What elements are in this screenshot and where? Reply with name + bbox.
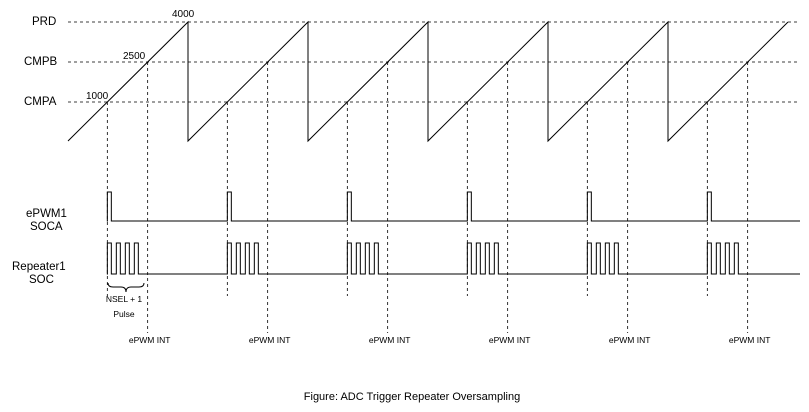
guide-lines — [68, 21, 800, 333]
nsel-brace — [107, 282, 145, 293]
soca-trace — [106, 191, 800, 222]
nsel-label-line2: Pulse — [113, 309, 135, 319]
epwm-int-label: ePWM INT — [249, 335, 291, 345]
cmpa-value-label: 1000 — [86, 91, 109, 102]
counter-sawtooth — [67, 20, 789, 143]
cmpb-label: CMPB — [24, 56, 58, 68]
soca-label-line1: ePWM1 — [26, 208, 67, 220]
cmpa-label: CMPA — [24, 96, 57, 108]
repeater-soc-trace — [106, 242, 800, 275]
nsel-label-line1: NSEL + 1 — [106, 294, 143, 304]
cmpb-value-label: 2500 — [123, 51, 146, 62]
waveforms — [67, 20, 800, 275]
repeater-label-line1: Repeater1 — [12, 261, 66, 273]
prd-value-label: 4000 — [172, 9, 195, 20]
figure-caption: Figure: ADC Trigger Repeater Oversamplin… — [304, 391, 520, 403]
repeater-label-line2: SOC — [29, 274, 54, 286]
soca-label-line2: SOCA — [30, 221, 63, 233]
epwm-int-label: ePWM INT — [489, 335, 531, 345]
epwm-int-label: ePWM INT — [129, 335, 171, 345]
prd-label: PRD — [32, 16, 56, 28]
epwm-int-label: ePWM INT — [609, 335, 651, 345]
epwm-int-label: ePWM INT — [369, 335, 411, 345]
interrupt-labels: ePWM INT ePWM INT ePWM INT ePWM INT ePWM INT… — [129, 335, 771, 345]
epwm-int-label: ePWM INT — [729, 335, 771, 345]
